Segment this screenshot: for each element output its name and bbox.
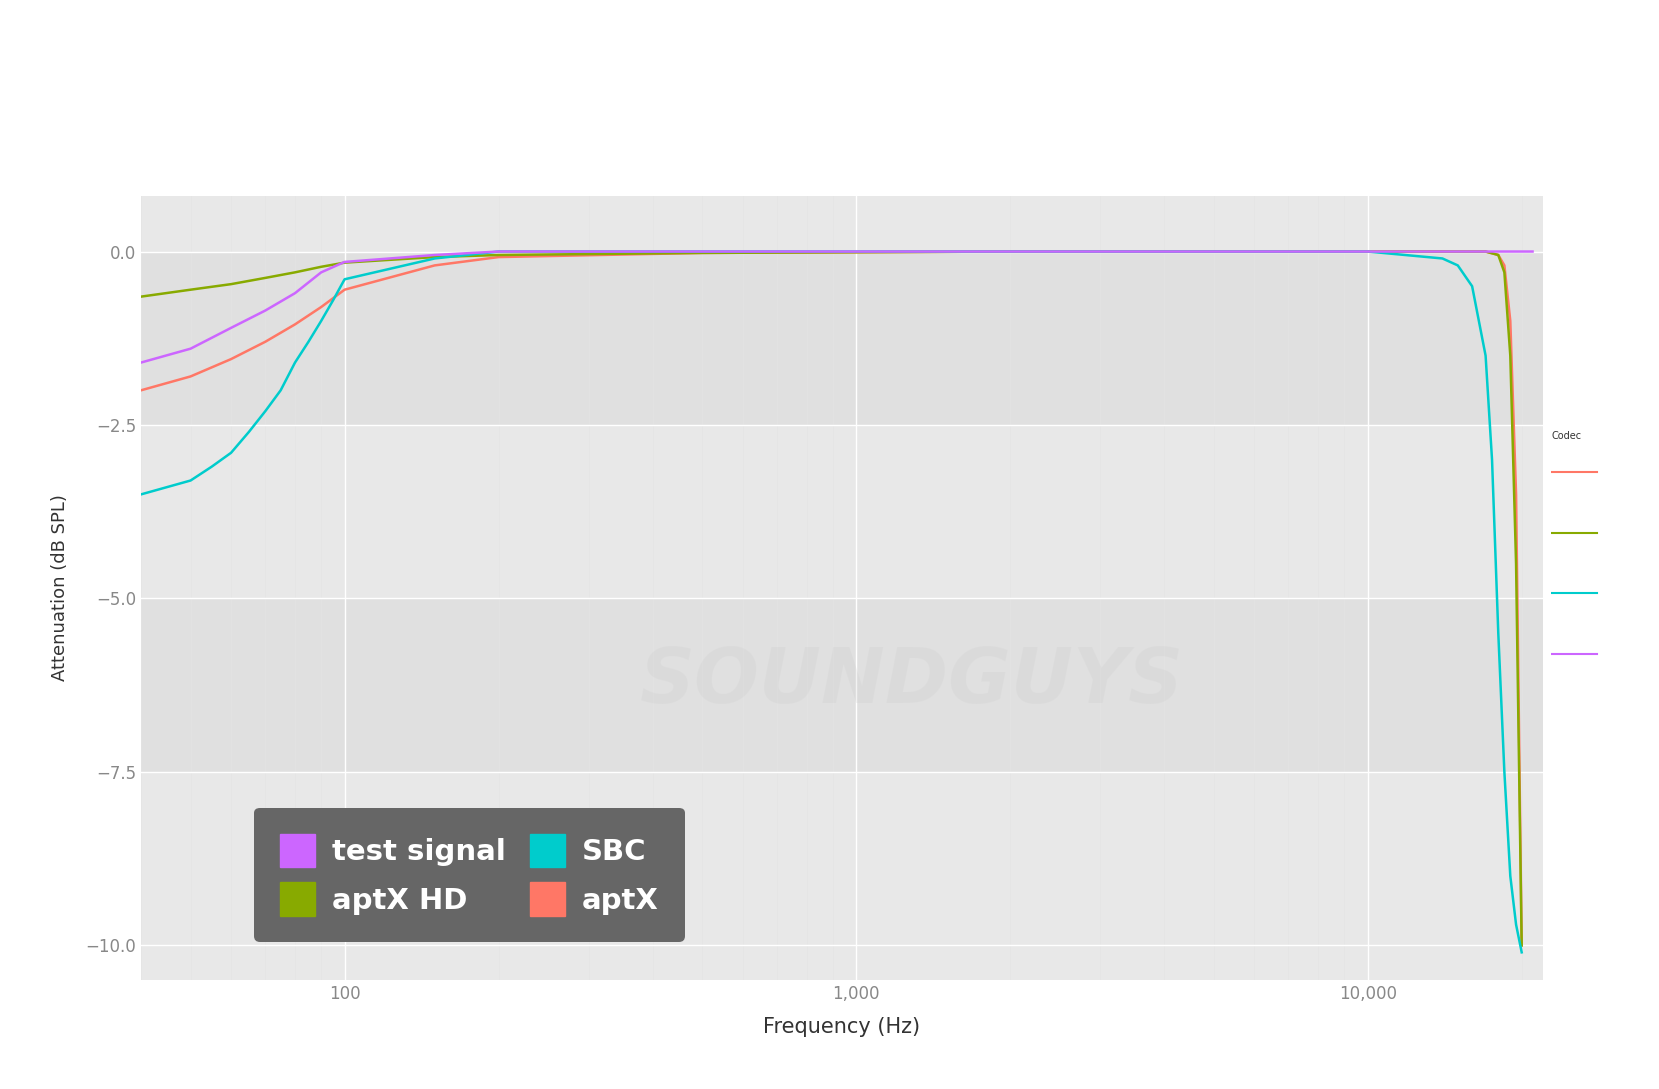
X-axis label: Frequency (Hz): Frequency (Hz)	[763, 1017, 921, 1037]
Text: SOUNDGUYS: SOUNDGUYS	[640, 645, 1185, 719]
Text: Codec: Codec	[1551, 431, 1581, 441]
Bar	[141, 425, 1543, 599]
Bar	[141, 252, 1543, 425]
Y-axis label: Attenuation (dB SPL): Attenuation (dB SPL)	[51, 494, 68, 682]
Text: SBC, aptX, aptX HD Frequency Response: SBC, aptX, aptX HD Frequency Response	[415, 46, 1244, 79]
Bar	[141, 772, 1543, 945]
Bar	[141, 599, 1543, 772]
Legend: test signal, aptX HD, SBC, aptX: test signal, aptX HD, SBC, aptX	[254, 808, 685, 942]
